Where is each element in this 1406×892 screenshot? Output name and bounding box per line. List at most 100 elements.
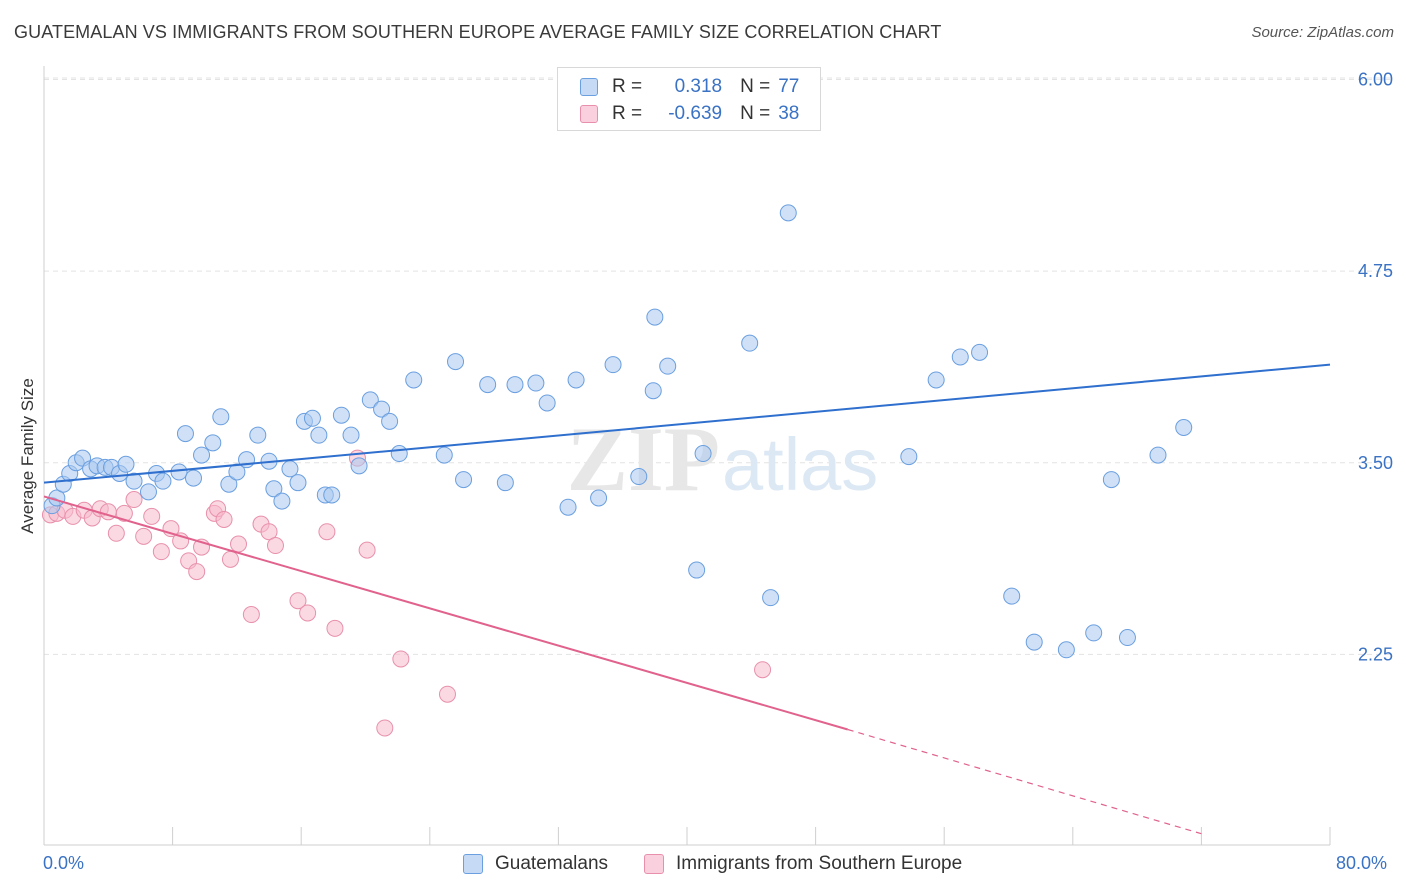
blue-swatch: [463, 854, 483, 874]
guatemalans-point: [951, 348, 969, 366]
guatemalans-point: [249, 426, 267, 444]
immigrants-point: [376, 719, 394, 737]
y-tick-label: 3.50: [1358, 453, 1393, 473]
legend-guatemalans[interactable]: Guatemalans: [463, 851, 608, 877]
guatemalans-point: [381, 412, 399, 430]
n-value: 38: [778, 103, 800, 124]
chart-title: GUATEMALAN VS IMMIGRANTS FROM SOUTHERN E…: [14, 22, 942, 42]
guatemalans-point: [455, 471, 473, 489]
guatemalans-point: [170, 463, 188, 481]
guatemalans-point: [688, 561, 706, 579]
guatemalans-point: [646, 308, 664, 326]
immigrants-point: [392, 650, 410, 668]
guatemalans-point: [350, 457, 368, 475]
n-label: N =: [740, 103, 771, 124]
guatemalans-point: [220, 475, 238, 493]
guatemalans-point: [1085, 624, 1103, 642]
y-tick-labels: 2.25 3.50 4.75 6.00: [1358, 70, 1393, 665]
r-value: -0.639: [668, 103, 723, 124]
immigrants-point: [107, 524, 125, 542]
legend-immigrants-label: Immigrants from Southern Europe: [676, 853, 963, 874]
blue-swatch: [580, 78, 598, 96]
guatemalans-point: [176, 425, 194, 443]
immigrants-point: [125, 491, 143, 509]
correlation-legend: R = 0.318 N = 77 R = -0.639 N = 38: [557, 67, 821, 131]
y-axis-title: Average Family Size: [18, 378, 37, 534]
immigrants-point: [438, 685, 456, 703]
guatemalans-point: [1025, 633, 1043, 651]
guatemalans-point: [265, 480, 283, 498]
guatemalans-point: [193, 446, 211, 464]
immigrants-point: [318, 523, 336, 541]
guatemalans-trend-line: [43, 363, 1331, 484]
guatemalans-point: [694, 445, 712, 463]
immigrants-trend-line: [43, 495, 849, 731]
guatemalans-point: [741, 334, 759, 352]
immigrants-trend-extension: [847, 728, 1202, 835]
guatemalans-point: [228, 463, 246, 481]
pink-swatch: [644, 854, 664, 874]
guatemalans-point: [1003, 587, 1021, 605]
x-tick-min: 0.0%: [43, 853, 85, 873]
guatemalans-point: [538, 394, 556, 412]
guatemalans-point: [281, 460, 299, 478]
watermark-atlas: atlas: [722, 423, 878, 506]
guatemalans-point: [310, 426, 328, 444]
guatemalans-point: [342, 426, 360, 444]
immigrants-point: [266, 537, 284, 555]
guatemalans-point: [1118, 629, 1136, 647]
guatemalans-point: [435, 446, 453, 464]
guatemalans-point: [273, 492, 291, 510]
guatemalans-point: [496, 474, 514, 492]
y-tick-label: 2.25: [1358, 644, 1393, 664]
guatemalans-point: [779, 204, 797, 222]
immigrants-point: [260, 523, 278, 541]
guatemalans-point: [361, 391, 379, 409]
immigrants-point: [221, 550, 239, 568]
r-label: R =: [612, 103, 643, 124]
legend-guatemalans-label: Guatemalans: [495, 853, 609, 874]
guatemalans-point: [630, 468, 648, 486]
guatemalans-point: [567, 371, 585, 389]
guatemalans-point: [590, 489, 608, 507]
guatemalans-point: [900, 448, 918, 466]
guatemalans-point: [479, 376, 497, 394]
guatemalans-point: [323, 486, 341, 504]
immigrants-point: [289, 592, 307, 610]
guatemalans-point: [559, 498, 577, 516]
guatemalans-point: [117, 455, 135, 473]
immigrants-point: [242, 606, 260, 624]
immigrants-point: [135, 527, 153, 545]
guatemalans-point: [154, 472, 172, 490]
guatemalans-point: [1057, 641, 1075, 659]
guatemalans-point: [303, 409, 321, 427]
immigrants-point: [188, 563, 206, 581]
guatemalans-point: [125, 472, 143, 490]
guatemalans-point: [373, 400, 391, 418]
immigrants-point: [143, 507, 161, 525]
r-label: R =: [612, 76, 643, 97]
source-label: Source: ZipAtlas.com: [1251, 24, 1394, 41]
y-tick-label: 6.00: [1358, 70, 1393, 90]
legend-immigrants[interactable]: Immigrants from Southern Europe: [644, 851, 962, 877]
guatemalans-point: [644, 382, 662, 400]
immigrants-point: [358, 541, 376, 559]
immigrants-point: [152, 543, 170, 561]
grid-lines: [44, 77, 1392, 655]
axes: [43, 66, 1331, 846]
guatemalans-point: [604, 356, 622, 374]
guatemalans-point: [204, 434, 222, 452]
guatemalans-point: [289, 474, 307, 492]
legend-row-guatemalans: R = 0.318 N = 77: [580, 74, 799, 100]
series-legend: Guatemalans Immigrants from Southern Eur…: [0, 851, 1406, 877]
immigrants-point: [215, 510, 233, 528]
guatemalans-point: [1175, 418, 1193, 436]
guatemalans-point: [212, 408, 230, 426]
x-tick-max: 80.0%: [1336, 853, 1388, 873]
r-value: 0.318: [674, 76, 723, 97]
n-label: N =: [740, 76, 771, 97]
immigrants-point: [115, 504, 133, 522]
guatemalans-point: [390, 445, 408, 463]
guatemalans-point: [332, 406, 350, 424]
guatemalans-point: [1102, 471, 1120, 489]
